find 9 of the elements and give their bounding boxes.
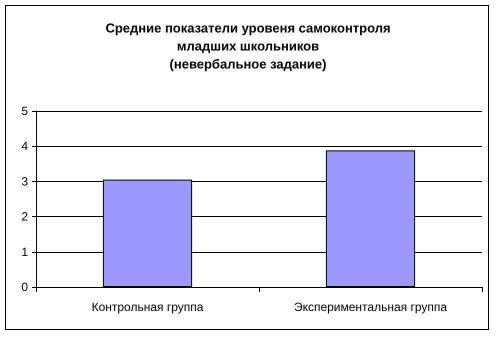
y-tick-label: 2 bbox=[21, 210, 28, 224]
y-tick-label: 0 bbox=[21, 280, 28, 294]
x-tick-label: Контрольная группа bbox=[92, 300, 204, 314]
y-tick-label: 1 bbox=[21, 244, 28, 259]
y-tick-label: 4 bbox=[21, 139, 28, 154]
chart-title: Средние показатели уровеня самоконтроля младших школьников (невербальное задание) bbox=[105, 20, 391, 72]
x-tick-label: Экспериментальная группа bbox=[294, 300, 448, 314]
y-tick-label: 3 bbox=[21, 174, 28, 188]
y-tick-label: 5 bbox=[21, 104, 28, 118]
